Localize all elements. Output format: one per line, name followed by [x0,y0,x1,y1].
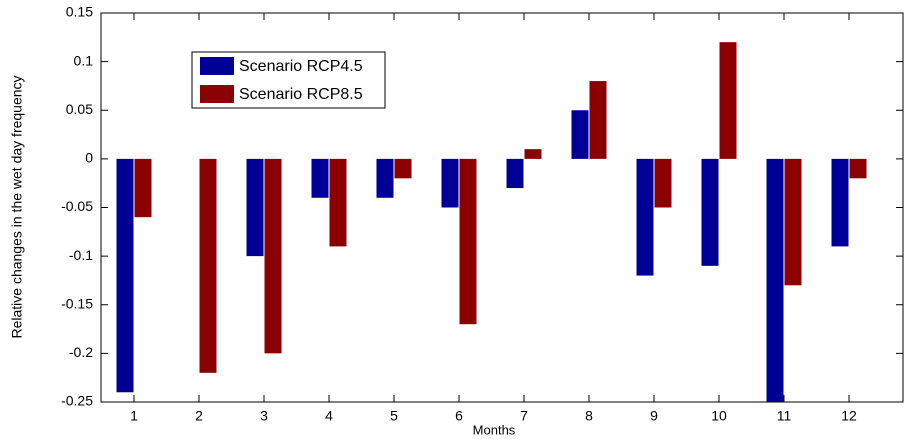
bar [571,110,589,159]
x-tick-label: 4 [325,408,333,424]
y-tick-label: 0 [85,150,93,166]
legend-label: Scenario RCP8.5 [239,86,363,103]
bar [199,158,217,373]
y-tick-label: -0.15 [61,295,93,311]
bar [654,158,672,208]
bar [524,149,542,159]
x-tick-label: 1 [130,408,138,424]
x-tick-label: 10 [711,408,727,424]
bar [441,158,459,208]
bar [264,158,282,354]
bar [636,158,654,276]
bar [849,158,867,179]
bar [311,158,329,198]
bar [589,81,607,159]
y-tick-label: 0.1 [74,52,94,68]
y-tick-label: -0.05 [61,198,93,214]
bar [116,158,134,393]
bar [246,158,264,257]
x-tick-label: 2 [195,408,203,424]
y-tick-label: 0.05 [66,101,93,117]
legend-label: Scenario RCP4.5 [239,58,363,75]
x-tick-label: 3 [260,408,268,424]
x-axis-label: Months [473,422,516,437]
y-tick-label: -0.25 [61,393,93,409]
bar [394,158,412,179]
legend-swatch [200,85,234,103]
y-tick-label: 0.15 [66,4,93,20]
x-tick-label: 6 [455,408,463,424]
bar [134,158,152,218]
bar [376,158,394,198]
x-tick-label: 12 [841,408,857,424]
bar [506,158,524,189]
x-tick-label: 9 [650,408,658,424]
x-tick-label: 8 [585,408,593,424]
x-tick-label: 7 [520,408,528,424]
x-tick-label: 11 [777,408,792,424]
bar [459,158,477,325]
bar [719,42,737,159]
bar [831,158,849,247]
legend-swatch [200,57,234,75]
x-tick-label: 5 [390,408,398,424]
bar [784,158,802,286]
bar [701,158,719,266]
bar [766,158,784,402]
y-tick-label: -0.2 [69,344,93,360]
y-tick-label: -0.1 [69,247,93,263]
y-axis-label: Relative changes in the wet day frequenc… [9,75,25,338]
bar [329,158,347,247]
